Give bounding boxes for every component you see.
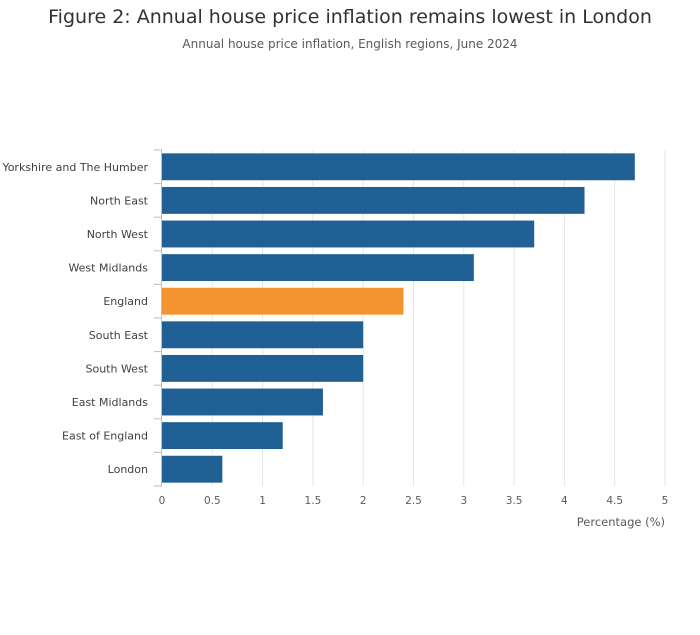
category-label: South East bbox=[89, 329, 149, 342]
x-tick-label: 5 bbox=[662, 495, 669, 507]
x-tick-label: 1.5 bbox=[305, 495, 322, 507]
chart-subtitle: Annual house price inflation, English re… bbox=[182, 37, 518, 51]
x-tick-label: 1 bbox=[259, 495, 266, 507]
x-tick-label: 4.5 bbox=[606, 495, 623, 507]
chart-title: Figure 2: Annual house price inflation r… bbox=[48, 6, 652, 28]
bar bbox=[162, 354, 364, 382]
x-axis-ticks: 0 0.5 1 1.5 2 2.5 3 3.5 4 4.5 5 bbox=[159, 495, 669, 507]
category-label: North West bbox=[87, 228, 149, 241]
bar bbox=[162, 186, 585, 214]
bar bbox=[162, 153, 635, 181]
category-label: North East bbox=[90, 194, 149, 207]
x-tick-label: 2 bbox=[360, 495, 367, 507]
bar bbox=[162, 455, 223, 483]
x-tick-label: 3 bbox=[460, 495, 467, 507]
bar bbox=[162, 254, 474, 282]
bar bbox=[162, 321, 364, 349]
bar bbox=[162, 388, 323, 416]
bar bbox=[162, 220, 535, 248]
category-label: East of England bbox=[62, 430, 148, 443]
x-tick-label: 0 bbox=[159, 495, 166, 507]
category-axis: Yorkshire and The Humber North East North … bbox=[1, 149, 162, 487]
x-tick-label: 2.5 bbox=[405, 495, 422, 507]
x-tick-label: 4 bbox=[561, 495, 568, 507]
category-label: Yorkshire and The Humber bbox=[1, 161, 148, 174]
category-label: England bbox=[103, 295, 148, 308]
bar bbox=[162, 287, 404, 315]
x-tick-label: 0.5 bbox=[204, 495, 221, 507]
x-axis-title: Percentage (%) bbox=[577, 515, 665, 529]
category-label: East Midlands bbox=[72, 396, 149, 409]
category-label: South West bbox=[85, 362, 148, 375]
x-tick-label: 3.5 bbox=[506, 495, 523, 507]
category-label: London bbox=[108, 463, 148, 476]
category-label: West Midlands bbox=[68, 262, 148, 275]
bar bbox=[162, 422, 283, 450]
bars bbox=[162, 153, 635, 483]
